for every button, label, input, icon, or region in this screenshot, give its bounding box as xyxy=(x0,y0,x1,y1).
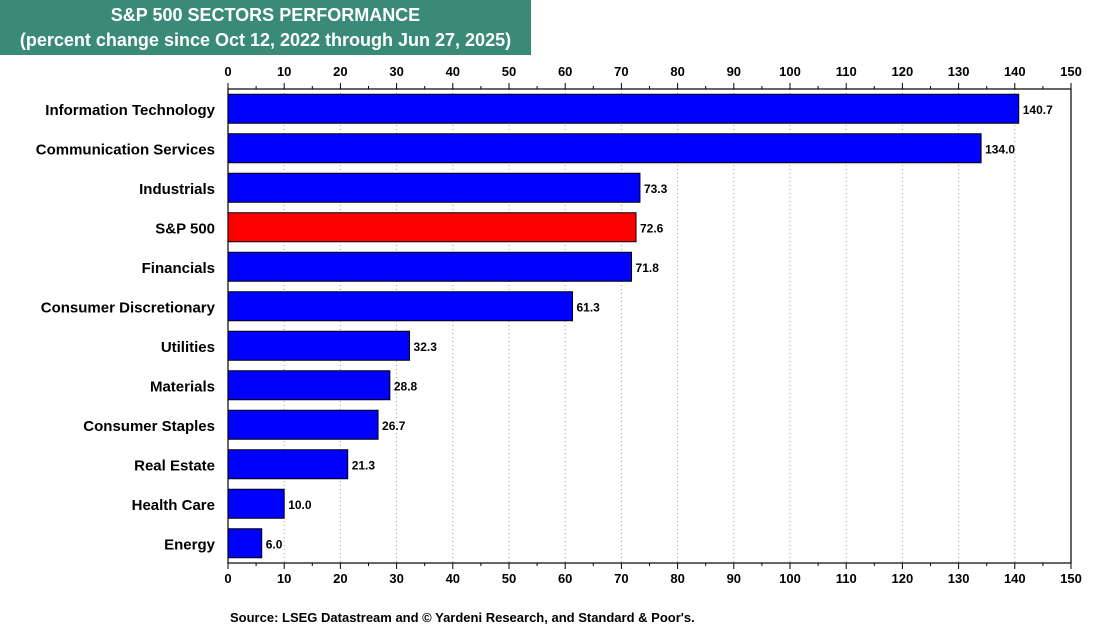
x-tick-label-top: 10 xyxy=(277,64,291,79)
x-tick-label-bottom: 150 xyxy=(1060,571,1082,586)
x-tick-label-top: 140 xyxy=(1004,64,1026,79)
x-tick-label-top: 20 xyxy=(333,64,347,79)
data-label: 32.3 xyxy=(414,340,438,354)
bar xyxy=(227,291,574,322)
category-label: Industrials xyxy=(139,181,215,198)
data-label: 72.6 xyxy=(640,221,664,235)
data-label: 140.7 xyxy=(1023,103,1053,117)
data-label: 28.8 xyxy=(394,379,418,393)
data-label: 71.8 xyxy=(636,261,660,275)
category-label: Financials xyxy=(142,260,215,277)
x-tick-label-top: 100 xyxy=(779,64,801,79)
x-tick-label-bottom: 50 xyxy=(502,571,516,586)
x-tick-label-top: 30 xyxy=(389,64,403,79)
bar xyxy=(227,449,349,480)
data-label: 6.0 xyxy=(266,537,283,551)
category-label: Utilities xyxy=(161,339,215,356)
x-tick-label-bottom: 20 xyxy=(333,571,347,586)
data-label: 73.3 xyxy=(644,182,668,196)
x-tick-label-bottom: 100 xyxy=(779,571,801,586)
source-note: Source: LSEG Datastream and © Yardeni Re… xyxy=(230,610,695,625)
chart-subtitle: (percent change since Oct 12, 2022 throu… xyxy=(19,30,512,50)
plot-area xyxy=(228,89,1071,563)
x-tick-label-top: 90 xyxy=(727,64,741,79)
bar xyxy=(227,93,1020,124)
data-label: 134.0 xyxy=(985,142,1015,156)
chart-title: S&P 500 SECTORS PERFORMANCE xyxy=(110,5,421,25)
x-tick-label-top: 70 xyxy=(614,64,628,79)
category-label: Information Technology xyxy=(45,102,215,119)
x-tick-label-top: 110 xyxy=(836,64,857,79)
x-tick-label-bottom: 40 xyxy=(446,571,460,586)
bar xyxy=(227,488,285,519)
x-tick-label-top: 80 xyxy=(670,64,684,79)
x-tick-label-top: 150 xyxy=(1060,64,1082,79)
x-tick-label-bottom: 140 xyxy=(1004,571,1026,586)
x-tick-label-bottom: 80 xyxy=(670,571,684,586)
x-tick-label-bottom: 130 xyxy=(948,571,970,586)
data-label: 10.0 xyxy=(288,498,312,512)
x-tick-label-top: 60 xyxy=(558,64,572,79)
x-tick-label-top: 130 xyxy=(948,64,970,79)
x-tick-label-bottom: 70 xyxy=(614,571,628,586)
category-label: Materials xyxy=(150,378,215,395)
category-label: Consumer Discretionary xyxy=(41,299,216,316)
bar xyxy=(227,370,391,401)
x-tick-label-bottom: 0 xyxy=(224,571,231,586)
data-label: 61.3 xyxy=(577,300,601,314)
x-tick-label-top: 50 xyxy=(502,64,516,79)
bar xyxy=(227,330,411,361)
category-label: Health Care xyxy=(132,497,215,514)
x-tick-label-bottom: 120 xyxy=(892,571,914,586)
x-tick-label-top: 120 xyxy=(892,64,914,79)
category-label: Energy xyxy=(164,536,216,553)
category-label: Real Estate xyxy=(134,457,215,474)
x-tick-label-bottom: 60 xyxy=(558,571,572,586)
category-label: Communication Services xyxy=(36,141,215,158)
x-tick-label-bottom: 10 xyxy=(277,571,291,586)
bar xyxy=(227,528,263,559)
x-tick-label-bottom: 110 xyxy=(836,571,857,586)
x-tick-label-bottom: 30 xyxy=(389,571,403,586)
category-label: S&P 500 xyxy=(155,220,215,237)
bar xyxy=(227,172,641,203)
bar xyxy=(227,133,982,164)
bar xyxy=(227,409,379,440)
data-label: 21.3 xyxy=(352,458,376,472)
bar xyxy=(227,212,637,243)
x-tick-label-top: 40 xyxy=(446,64,460,79)
category-label: Consumer Staples xyxy=(83,418,215,435)
data-label: 26.7 xyxy=(382,419,406,433)
chart-title-box: S&P 500 SECTORS PERFORMANCE (percent cha… xyxy=(0,0,531,55)
x-tick-label-top: 0 xyxy=(224,64,231,79)
x-tick-label-bottom: 90 xyxy=(727,571,741,586)
bar xyxy=(227,251,633,282)
